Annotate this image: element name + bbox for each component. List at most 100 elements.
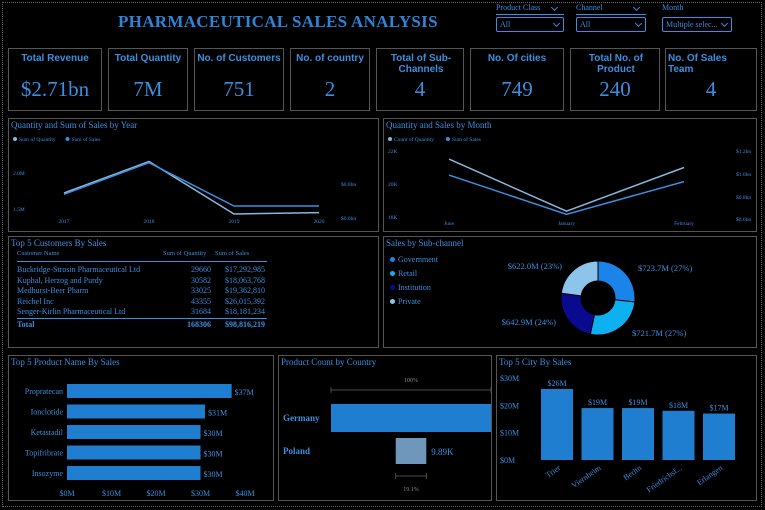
funnel-bar — [331, 404, 491, 432]
table-header-cell: Sum of Sales — [215, 250, 250, 257]
x-tick-label: 2020 — [314, 219, 325, 225]
y-tick-label: $0M — [500, 456, 515, 465]
bar — [67, 425, 201, 439]
table-cell: 168306 — [187, 320, 211, 329]
kpi-label: Total No. of Product — [588, 53, 644, 75]
cities-bar-chart: $30M $20M $10M $0M $26M Trier $19M Viernheim $19… — [500, 374, 735, 494]
x-tick-label: June — [444, 221, 455, 227]
table-cell: $17,292,985 — [225, 265, 265, 274]
kpi-value: 4 — [414, 77, 426, 101]
legend-item[interactable]: Government — [390, 255, 438, 264]
kpi-sales-team: No. Of Sales Team 4 — [665, 48, 757, 111]
chart-title: Top 5 Product Name By Sales — [11, 357, 120, 367]
data-label: $721.7M (27%) — [632, 328, 686, 338]
country-funnel-chart: 100% Germany Poland 9.89K 19.1% — [283, 378, 491, 493]
filter-channel-select[interactable]: All — [576, 17, 646, 32]
data-label: $30M — [204, 429, 223, 438]
data-label: $31M — [208, 409, 227, 418]
kpi-value: 4 — [705, 77, 717, 101]
donut-slice-government — [597, 260, 636, 303]
kpi-value: 7M — [133, 77, 163, 101]
table-cell: 30582 — [191, 275, 211, 285]
y-right-tick-label: $0.6bn — [736, 216, 751, 223]
y-right-tick-label: $1.0bn — [736, 171, 751, 178]
category-label: Insozyme — [32, 469, 64, 478]
legend-dot — [65, 137, 70, 141]
kpi-label: Total of Sub-Channels — [390, 53, 452, 75]
data-label: $26M — [547, 379, 566, 388]
y-left-tick-label: 22K — [388, 149, 398, 155]
data-label: $723.7M (27%) — [638, 263, 692, 273]
legend-item[interactable]: Private — [390, 297, 421, 306]
kpi-value: 751 — [223, 77, 255, 101]
table-cell: Reichel Inc — [17, 296, 54, 306]
bar — [703, 413, 735, 460]
page-title: PHARMACEUTICAL SALES ANALYSIS — [118, 12, 438, 31]
category-label: Ionclotide — [31, 408, 64, 417]
kpi-label: Total Quantity — [114, 53, 182, 64]
kpi-label: No. Of cities — [487, 53, 547, 64]
panel-top-cities: Top 5 City By Sales $30M $20M $10M $0M $26M T… — [496, 355, 757, 501]
donut-slice-institution — [560, 292, 596, 335]
y-tick-label: $20M — [500, 401, 519, 410]
table-cell: 29660 — [191, 265, 211, 274]
panel-sales-by-year: Quantity and Sum of Sales by Year Sum of… — [8, 118, 379, 232]
kpi-total-quantity: Total Quantity 7M — [108, 48, 188, 111]
panel-sales-by-month: Quantity and Sales by Month Count of Qua… — [383, 118, 757, 232]
chart-title: Quantity and Sum of Sales by Year — [11, 120, 138, 130]
kpi-value: 2 — [324, 77, 336, 101]
donut-slice-private — [560, 260, 599, 297]
filter-month-select[interactable]: Multiple selec... — [662, 17, 732, 32]
data-label: $622.0M (23%) — [508, 261, 562, 271]
table-row: Reichel Inc 43355 $26,015,392 — [13, 297, 267, 307]
filter-product-class[interactable]: Product Class All — [496, 3, 564, 32]
bar — [67, 445, 201, 460]
kpi-sub-channels: Total of Sub-Channels 4 — [376, 48, 464, 111]
series-line-sales — [63, 161, 319, 207]
filter-month[interactable]: Month Multiple selec... — [662, 3, 732, 32]
table-total-row: Total 168306 $98,816,219 — [13, 320, 267, 330]
table-cell: $18,063,768 — [225, 275, 265, 285]
data-label: $642.9M (24%) — [502, 317, 556, 327]
panel-top-customers: Top 5 Customers By Sales Customer Name Su… — [8, 236, 379, 348]
y-right-tick-label: $0.6bn — [341, 215, 356, 222]
x-tick-label: $30M — [191, 489, 210, 498]
kpi-total-revenue: Total Revenue $2.71bn — [8, 48, 102, 111]
kpi-value: 749 — [501, 77, 533, 101]
chart-title: Top 5 City By Sales — [499, 357, 572, 367]
kpi-label: No. of country — [296, 53, 364, 64]
table-title: Top 5 Customers By Sales — [11, 238, 107, 248]
filter-product-class-select[interactable]: All — [496, 17, 564, 32]
category-label: Topifribrate — [25, 449, 64, 458]
table-header-cell: Sum of Quantity — [163, 250, 207, 257]
percent-label-bottom: 19.1% — [403, 487, 419, 493]
data-label: $19M — [628, 398, 647, 407]
panel-sub-channel: Sales by Sub-channel Government Retail Ins… — [383, 236, 757, 348]
series-line-quantity — [448, 158, 685, 213]
legend-label: Institution — [398, 283, 431, 292]
kpi-products: Total No. of Product 240 — [570, 48, 660, 111]
bar — [67, 466, 201, 480]
x-tick-label: $10M — [102, 489, 121, 498]
filter-month-label: Month — [662, 3, 684, 12]
table-cell: Kuphal, Herzog and Purdy — [17, 275, 103, 285]
percent-label-top: 100% — [404, 378, 418, 384]
filter-channel[interactable]: Channel All — [576, 3, 646, 32]
legend-item[interactable]: Retail — [390, 269, 417, 278]
category-label: Berlin — [622, 463, 644, 482]
y-right-tick-label: $0.8bn — [341, 181, 356, 188]
y-right-tick-label: $1.2bn — [736, 148, 751, 155]
x-tick-label: $0M — [59, 489, 74, 498]
kpi-value: 240 — [599, 77, 631, 101]
legend-label: Sum of Sales — [452, 136, 481, 143]
kpi-customers: No. of Customers 751 — [194, 48, 284, 111]
category-label: Propratecan — [25, 387, 63, 396]
legend-item[interactable]: Institution — [390, 283, 431, 292]
legend-dot — [390, 285, 395, 290]
filter-product-class-label: Product Class — [496, 3, 541, 12]
category-label: Germany — [283, 413, 320, 423]
table-cell: $19,362,810 — [225, 286, 265, 295]
y-left-tick-label: 2.0M — [13, 171, 25, 177]
legend-dot — [390, 271, 395, 276]
